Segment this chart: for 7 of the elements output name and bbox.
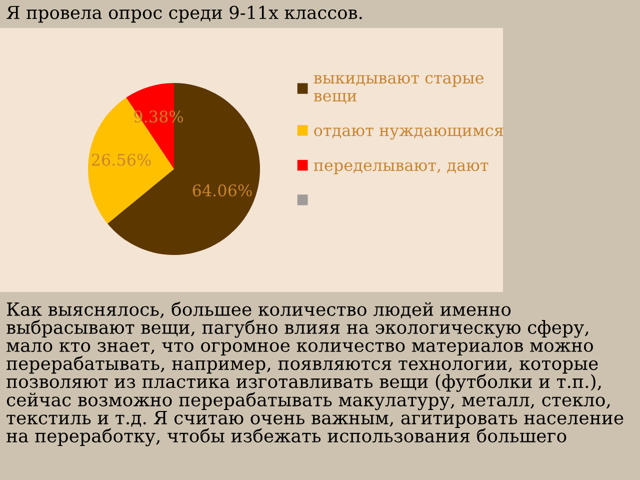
- data-label: 26.56%: [92, 154, 151, 166]
- legend-label: выкидывают старые вещи: [314, 74, 484, 104]
- chart-title: Я провела опрос среди 9-11х классов.: [6, 6, 362, 23]
- legend-label: переделывают, дают: [314, 162, 488, 174]
- legend-label: отдают нуждающимся: [314, 128, 504, 140]
- text: Как выяснялось, большее количество людей именно выбрасывают вещи, пагубно влияя на экологическую сферу, мало кто знает, что огромное количество материалов можно перерабатывать, например, появляются технологии, которые позволяют из пластика изготавливать вещи (футболки и т.п.), сейчас возможно перерабатывать макулатуру, металл, стекло, текстиль и т.д. Я считаю очень важным, агитировать население на переработку, чтобы избежать использования большего: [6, 302, 624, 446]
- data-label: 64.06%: [192, 184, 252, 196]
